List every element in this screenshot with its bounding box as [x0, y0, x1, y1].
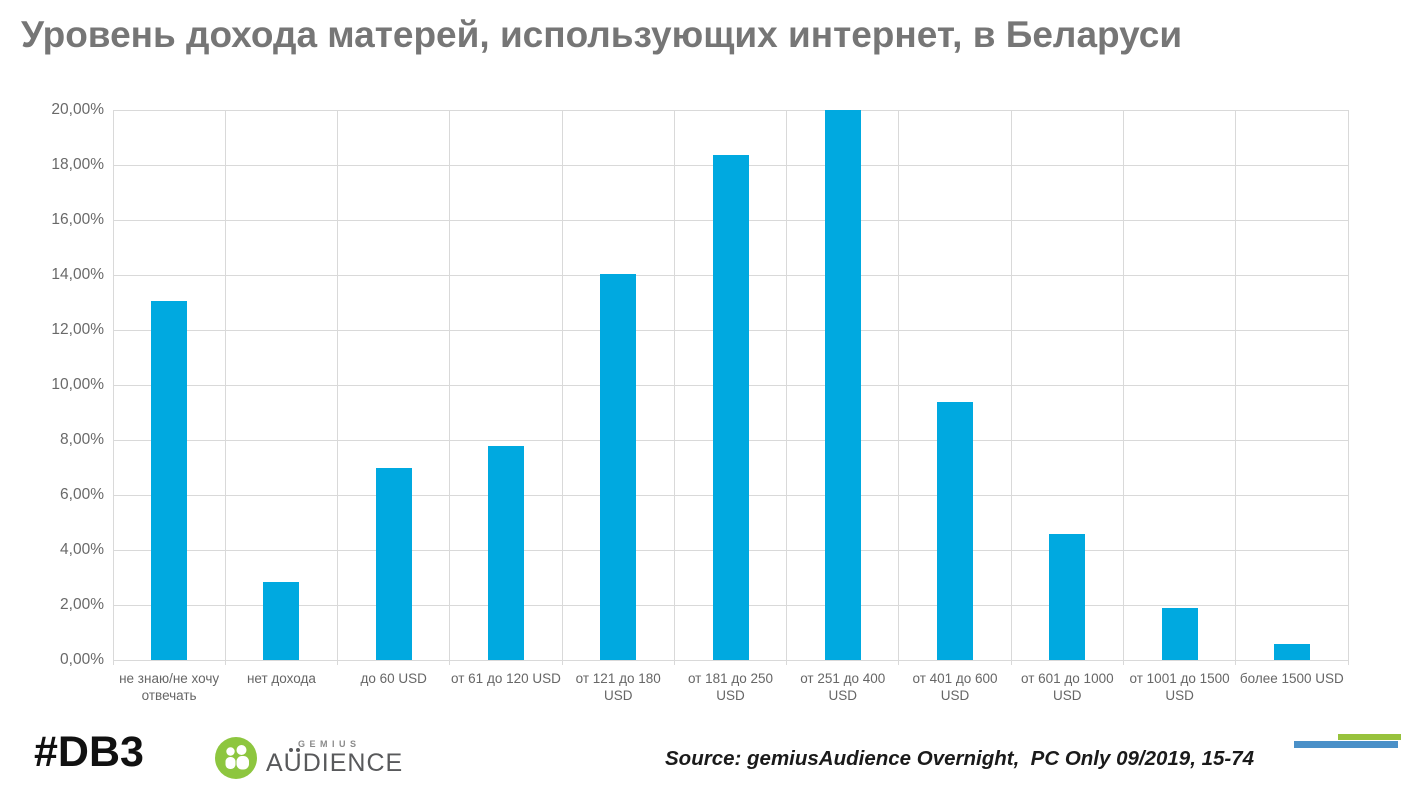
y-tick-label: 20,00%: [51, 101, 104, 118]
source-caption: Source: gemiusAudience Overnight, PC Onl…: [665, 747, 1255, 770]
column-gridline: [1235, 110, 1237, 665]
y-tick-label: 4,00%: [60, 541, 104, 558]
y-tick-label: 6,00%: [60, 486, 104, 503]
x-tick-label: не знаю/не хочу отвечать: [119, 671, 220, 703]
logo-text: GEMIUS AUDIENCE: [266, 739, 403, 778]
y-tick-label: 18,00%: [51, 156, 104, 173]
bar: [151, 301, 188, 660]
y-axis: 0,00% 2,00% 4,00% 6,00% 8,00% 10,00% 12,00% 14,…: [0, 101, 104, 668]
column-gridline: [1347, 110, 1349, 665]
chart-title: Уровень дохода матерей, использующих инт…: [21, 14, 1183, 55]
x-tick-label: от 251 до 400 USD: [800, 671, 886, 703]
logo-brand-top: GEMIUS: [298, 738, 361, 749]
y-tick-label: 8,00%: [60, 431, 104, 448]
corner-decor-green-bar: [1338, 734, 1401, 740]
y-tick-label: 10,00%: [51, 376, 104, 393]
y-tick-label: 0,00%: [60, 651, 104, 668]
column-gridline: [561, 110, 563, 665]
x-tick-label: от 401 до 600 USD: [912, 671, 998, 703]
column-gridline: [786, 110, 788, 665]
y-tick-label: 2,00%: [60, 596, 104, 613]
bar: [937, 401, 974, 660]
column-gridline: [673, 110, 675, 665]
x-tick-label: от 61 до 120 USD: [451, 671, 561, 686]
column-gridline: [1010, 110, 1012, 665]
bar: [487, 445, 524, 660]
x-tick-label: от 601 до 1000 USD: [1021, 671, 1114, 703]
bar: [263, 581, 300, 660]
gridline: [113, 109, 1348, 111]
bar: [375, 467, 412, 660]
x-tick-label: нет дохода: [246, 671, 316, 686]
gemius-audience-logo: GEMIUS AUDIENCE: [215, 736, 403, 780]
y-tick-label: 16,00%: [51, 211, 104, 228]
column-gridline: [449, 110, 451, 665]
column-gridline: [112, 110, 114, 665]
bar: [824, 110, 861, 660]
bar: [1161, 607, 1198, 660]
bar: [1049, 533, 1086, 660]
logo-brand-bottom: AUDIENCE: [266, 748, 404, 777]
column-gridline: [1122, 110, 1124, 665]
x-tick-label: до 60 USD: [360, 671, 427, 686]
x-tick-label: от 181 до 250 USD: [687, 671, 774, 703]
plot-area: [112, 109, 1349, 665]
y-tick-label: 12,00%: [51, 321, 104, 338]
bar: [600, 273, 637, 660]
bar: [1273, 643, 1310, 660]
x-axis: не знаю/не хочу отвечать нет дохода до 60 …: [113, 670, 1348, 716]
y-tick-label: 14,00%: [51, 266, 104, 283]
x-tick-label: более 1500 USD: [1239, 671, 1344, 686]
column-gridline: [898, 110, 900, 665]
bar: [712, 155, 749, 660]
logo-u-dots-decoration: [289, 747, 293, 752]
column-gridline: [224, 110, 226, 665]
column-gridline: [337, 110, 339, 665]
x-tick-label: от 1001 до 1500 USD: [1129, 671, 1230, 703]
corner-decor-blue-bar: [1294, 741, 1398, 748]
hashtag-label: #DB3: [34, 728, 144, 776]
gridline: [113, 659, 1348, 661]
audience-people-icon: [215, 737, 257, 779]
x-tick-label: от 121 до 180 USD: [575, 671, 661, 703]
